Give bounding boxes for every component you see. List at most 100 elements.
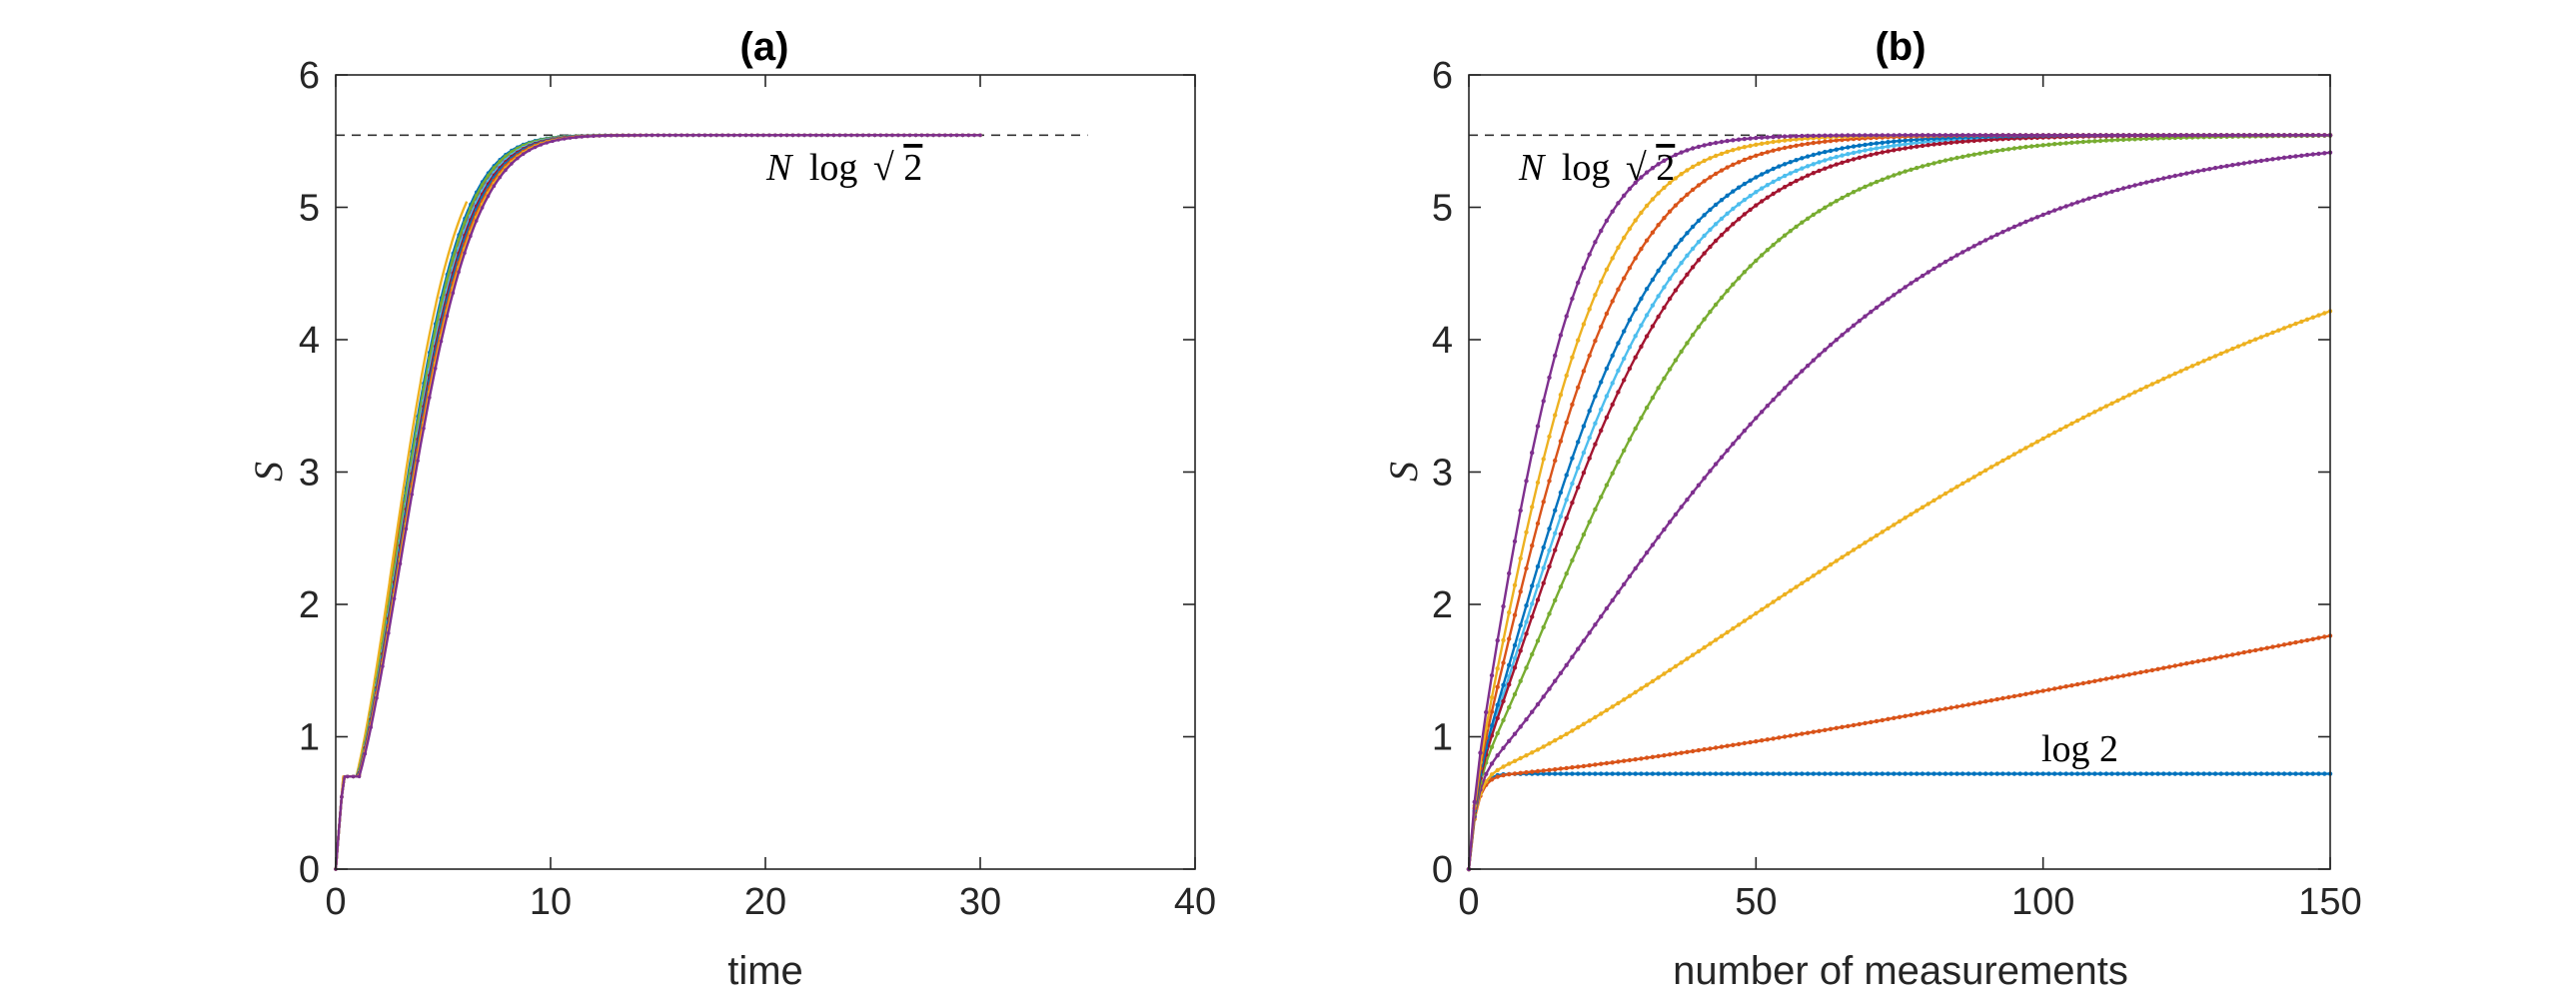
- panel-b-point: [1869, 310, 1874, 315]
- panel-b-point: [1794, 168, 1799, 174]
- panel-b-point: [1932, 266, 1936, 272]
- panel-b-point: [2293, 639, 2298, 645]
- panel-a-point: [363, 751, 368, 756]
- panel-b-point: [2103, 771, 2109, 776]
- panel-b-point: [1622, 235, 1627, 241]
- panel-b-point: [1771, 179, 1776, 185]
- panel-b-point: [2322, 133, 2327, 138]
- panel-b-point: [1593, 442, 1598, 447]
- panel-b-point: [1662, 753, 1667, 758]
- panel-a-point: [649, 133, 654, 138]
- panel-b-point: [1840, 146, 1845, 151]
- panel-b-point: [2258, 771, 2264, 776]
- panel-b-point: [1782, 734, 1788, 739]
- panel-b-point: [1501, 637, 1506, 643]
- panel-b-point: [1777, 164, 1782, 169]
- panel-b-point: [2115, 137, 2120, 143]
- panel-b-point: [1886, 133, 1891, 138]
- panel-b-point: [1696, 218, 1702, 224]
- panel-b-point: [2166, 374, 2172, 379]
- panel-b-point: [1541, 694, 1546, 699]
- panel-b-point: [2218, 164, 2223, 170]
- panel-b-point: [1811, 358, 1817, 363]
- panel-b-point: [1800, 166, 1805, 171]
- panel-b-point: [1576, 544, 1581, 550]
- panel-b-point: [1622, 448, 1627, 454]
- panel-b-point: [2195, 361, 2200, 366]
- panel-b-point: [1667, 252, 1673, 257]
- panel-b-point: [2126, 133, 2132, 138]
- panel-a-point: [521, 152, 526, 156]
- panel-b-point: [1731, 626, 1736, 631]
- panel-b-point: [1742, 145, 1748, 150]
- panel-b-point: [1604, 483, 1610, 488]
- panel-b-point: [1965, 478, 1971, 483]
- panel-b-point: [1782, 162, 1788, 167]
- panel-b-point: [1564, 662, 1569, 667]
- panel-b-point: [2086, 679, 2091, 685]
- panel-b-point: [2207, 656, 2212, 661]
- panel-a-point: [416, 459, 420, 464]
- panel-b-point: [1604, 366, 1610, 372]
- panel-b-point: [2097, 133, 2103, 138]
- panel-b-point: [1892, 293, 1897, 298]
- panel-b-point: [1558, 766, 1564, 771]
- panel-a-point: [551, 139, 555, 144]
- panel-b-point: [1564, 373, 1569, 379]
- panel-b-point: [1754, 135, 1759, 141]
- panel-b-point: [1587, 519, 1592, 524]
- panel-b-point: [1869, 536, 1874, 541]
- panel-b-point: [1788, 380, 1794, 385]
- panel-b-point: [1644, 334, 1650, 339]
- panel-b-point: [1759, 151, 1765, 157]
- panel-b-point: [1622, 276, 1627, 281]
- panel-b-point: [2029, 771, 2034, 776]
- panel-b-point: [1564, 765, 1569, 771]
- panel-b-point: [1576, 466, 1581, 471]
- panel-b-point: [1834, 338, 1840, 343]
- panel-b-point: [2057, 685, 2063, 690]
- panel-b-point: [1604, 771, 1610, 776]
- panel-b-point: [1954, 133, 1959, 138]
- panel-b-point: [1942, 141, 1948, 146]
- panel-b-point: [2063, 141, 2068, 146]
- panel-b-point: [1794, 134, 1799, 139]
- panel-b-point: [1742, 771, 1748, 776]
- panel-b-point: [1501, 682, 1506, 687]
- panel-b-point: [2166, 133, 2172, 138]
- panel-b-point: [1771, 599, 1776, 604]
- panel-b-markers-b4: [1466, 150, 2333, 872]
- panel-a-point: [451, 256, 456, 261]
- panel-b-point: [1983, 238, 1988, 243]
- panel-b-point: [1627, 693, 1633, 698]
- panel-b-title: (b): [1875, 25, 1926, 69]
- panel-b-point: [1897, 714, 1903, 719]
- panel-b-point: [1616, 759, 1621, 764]
- panel-b-point: [1903, 515, 1908, 520]
- panel-a-ytick-label: 1: [299, 717, 320, 759]
- panel-b-point: [1965, 771, 1971, 776]
- panel-b-point: [2097, 407, 2103, 412]
- panel-b-point: [1846, 328, 1851, 333]
- panel-a-point: [463, 251, 467, 255]
- panel-b-point: [1782, 145, 1788, 151]
- panel-b-point: [1558, 333, 1564, 338]
- panel-b-point: [1748, 155, 1753, 160]
- panel-b-point: [1495, 715, 1500, 721]
- panel-b-point: [1708, 469, 1713, 474]
- panel-b-point: [1926, 270, 1931, 275]
- panel-a-point: [621, 133, 626, 138]
- panel-b-point: [1696, 144, 1702, 150]
- panel-b-point: [2063, 771, 2068, 776]
- panel-b-point: [1541, 500, 1546, 504]
- panel-b-point: [1942, 158, 1948, 163]
- panel-b-point: [1983, 699, 1988, 704]
- panel-b-point: [1685, 272, 1690, 277]
- panel-b-point: [1828, 343, 1834, 348]
- panel-b-point: [2155, 133, 2160, 138]
- panel-b-point: [1530, 769, 1535, 774]
- panel-b-point: [2299, 153, 2304, 158]
- panel-b-point: [1874, 771, 1880, 776]
- panel-b-point: [1702, 233, 1707, 239]
- panel-b-point: [1633, 334, 1638, 339]
